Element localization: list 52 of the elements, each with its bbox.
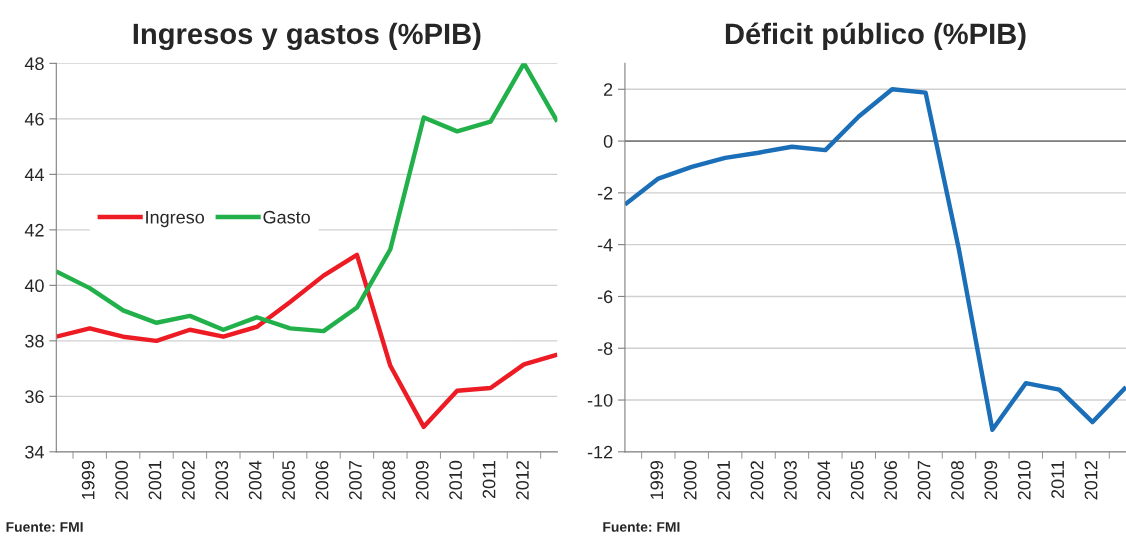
chart-title: Déficit público (%PIB) (725, 22, 1026, 50)
x-tick-label: 1999 (650, 461, 664, 499)
x-tick-label: 2008 (382, 460, 396, 500)
x-tick-label: 2003 (215, 460, 229, 500)
x-tick-label: 2004 (248, 460, 262, 500)
x-tick-label: 2002 (181, 461, 195, 500)
x-tick-label: 2009 (415, 461, 429, 500)
x-tick-label: 2006 (315, 460, 329, 500)
x-tick-label: 2007 (917, 461, 931, 500)
y-tick-label: 44 (24, 168, 44, 181)
y-tick-label: -4 (597, 238, 613, 252)
y-tick-label: 34 (25, 445, 44, 459)
y-tick-label: -12 (587, 445, 613, 459)
x-tick-label: 2003 (784, 460, 797, 500)
x-tick-label: 2001 (717, 461, 730, 500)
x-tick-label: 2010 (1017, 460, 1031, 500)
legend-label: Ingreso (146, 210, 205, 228)
x-tick-label: 2009 (984, 461, 998, 500)
x-tick-label: 2011 (1051, 461, 1065, 499)
source-note: Fuente: FMI (603, 522, 680, 532)
x-tick-label: 2000 (115, 460, 128, 500)
y-tick-label: -8 (597, 342, 613, 355)
x-tick-label: 1999 (81, 461, 95, 499)
y-tick-label: 48 (24, 57, 44, 71)
x-tick-label: 2006 (884, 460, 898, 500)
x-tick-label: 2000 (683, 460, 697, 500)
x-tick-label: 2012 (1084, 461, 1098, 500)
y-tick-label: 42 (24, 223, 44, 237)
chart-title: Ingresos y gastos (%PIB) (133, 22, 481, 51)
x-tick-label: 2001 (148, 461, 162, 500)
x-tick-label: 2002 (750, 461, 764, 500)
x-tick-label: 2012 (516, 461, 529, 500)
y-tick-label: -10 (587, 393, 613, 407)
y-tick-label: -2 (597, 186, 613, 200)
x-tick-label: 2005 (282, 460, 295, 500)
y-tick-label: 0 (603, 134, 613, 148)
y-tick-label: 40 (24, 279, 44, 293)
line-series (56, 252, 558, 430)
x-tick-label: 2008 (951, 460, 964, 500)
y-tick-label: 36 (25, 390, 44, 404)
source-note: Fuente: FMI (6, 522, 83, 532)
y-tick-label: 2 (603, 83, 613, 96)
x-tick-label: 2010 (449, 460, 462, 500)
x-tick-label: 2007 (349, 461, 362, 500)
x-tick-label: 2005 (850, 460, 864, 500)
legend-label: Gasto (263, 210, 310, 224)
y-tick-label: -6 (597, 290, 613, 304)
y-tick-label: 38 (25, 334, 44, 348)
y-tick-label: 46 (24, 112, 44, 126)
x-tick-label: 2004 (817, 460, 831, 500)
x-tick-label: 2011 (482, 461, 496, 499)
line-series (56, 63, 558, 334)
